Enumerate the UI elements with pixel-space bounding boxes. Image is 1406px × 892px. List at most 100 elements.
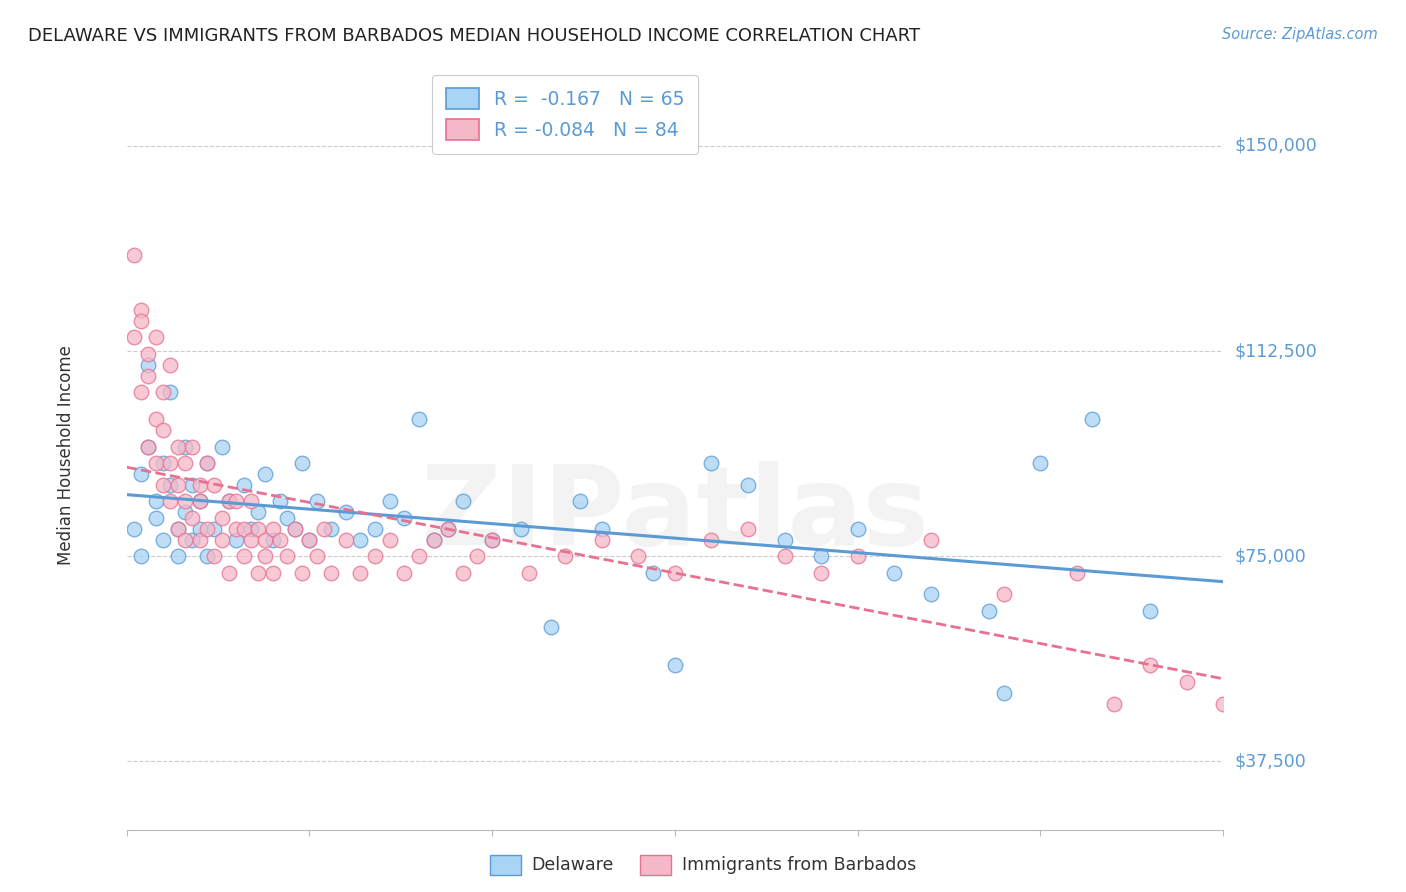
- Point: [321, 566, 343, 580]
- Point: [181, 440, 204, 454]
- Point: [349, 566, 371, 580]
- Point: [364, 522, 387, 536]
- Point: [174, 505, 197, 519]
- Point: [993, 686, 1015, 700]
- Point: [517, 566, 540, 580]
- Point: [174, 456, 197, 470]
- Point: [188, 494, 211, 508]
- Text: DELAWARE VS IMMIGRANTS FROM BARBADOS MEDIAN HOUSEHOLD INCOME CORRELATION CHART: DELAWARE VS IMMIGRANTS FROM BARBADOS MED…: [28, 27, 921, 45]
- Point: [1175, 674, 1198, 689]
- Point: [664, 566, 686, 580]
- Point: [408, 412, 430, 426]
- Point: [554, 549, 576, 563]
- Point: [810, 549, 832, 563]
- Point: [129, 384, 152, 399]
- Point: [378, 533, 401, 547]
- Point: [225, 522, 247, 536]
- Point: [145, 494, 167, 508]
- Point: [321, 522, 343, 536]
- Point: [145, 456, 167, 470]
- Point: [700, 456, 723, 470]
- Point: [225, 533, 247, 547]
- Point: [883, 566, 905, 580]
- Point: [145, 330, 167, 344]
- Point: [284, 522, 307, 536]
- Point: [349, 533, 371, 547]
- Point: [335, 505, 357, 519]
- Point: [979, 604, 1001, 618]
- Point: [202, 522, 225, 536]
- Point: [254, 467, 277, 481]
- Point: [152, 478, 174, 492]
- Point: [1080, 412, 1102, 426]
- Point: [378, 494, 401, 508]
- Point: [174, 494, 197, 508]
- Point: [232, 522, 254, 536]
- Point: [262, 533, 284, 547]
- Point: [1102, 697, 1125, 711]
- Legend: Delaware, Immigrants from Barbados: Delaware, Immigrants from Barbados: [481, 846, 925, 883]
- Point: [181, 511, 204, 525]
- Point: [737, 522, 759, 536]
- Point: [138, 358, 160, 372]
- Point: [202, 549, 225, 563]
- Point: [122, 248, 145, 262]
- Point: [846, 549, 869, 563]
- Point: [195, 522, 218, 536]
- Point: [627, 549, 650, 563]
- Point: [239, 494, 262, 508]
- Point: [159, 384, 181, 399]
- Point: [166, 549, 188, 563]
- Point: [1029, 456, 1052, 470]
- Point: [568, 494, 591, 508]
- Point: [422, 533, 444, 547]
- Text: $75,000: $75,000: [1234, 547, 1306, 566]
- Point: [159, 358, 181, 372]
- Point: [920, 533, 942, 547]
- Point: [138, 347, 160, 361]
- Point: [225, 494, 247, 508]
- Point: [138, 440, 160, 454]
- Point: [1139, 604, 1161, 618]
- Point: [129, 303, 152, 318]
- Point: [166, 522, 188, 536]
- Point: [166, 522, 188, 536]
- Point: [188, 478, 211, 492]
- Point: [202, 478, 225, 492]
- Point: [145, 511, 167, 525]
- Point: [152, 456, 174, 470]
- Point: [262, 566, 284, 580]
- Point: [122, 522, 145, 536]
- Point: [159, 494, 181, 508]
- Point: [664, 658, 686, 673]
- Point: [138, 440, 160, 454]
- Point: [422, 533, 444, 547]
- Point: [159, 456, 181, 470]
- Point: [737, 478, 759, 492]
- Point: [129, 467, 152, 481]
- Point: [773, 549, 796, 563]
- Point: [152, 423, 174, 437]
- Point: [451, 566, 474, 580]
- Point: [700, 533, 723, 547]
- Point: [481, 533, 503, 547]
- Point: [394, 566, 416, 580]
- Point: [394, 511, 416, 525]
- Point: [211, 533, 233, 547]
- Text: $37,500: $37,500: [1234, 752, 1306, 770]
- Point: [510, 522, 533, 536]
- Point: [122, 330, 145, 344]
- Point: [166, 478, 188, 492]
- Point: [152, 533, 174, 547]
- Point: [335, 533, 357, 547]
- Point: [1139, 658, 1161, 673]
- Point: [181, 533, 204, 547]
- Point: [591, 522, 613, 536]
- Point: [152, 384, 174, 399]
- Point: [305, 549, 328, 563]
- Point: [451, 494, 474, 508]
- Point: [188, 494, 211, 508]
- Point: [810, 566, 832, 580]
- Text: Median Household Income: Median Household Income: [58, 345, 76, 565]
- Point: [159, 478, 181, 492]
